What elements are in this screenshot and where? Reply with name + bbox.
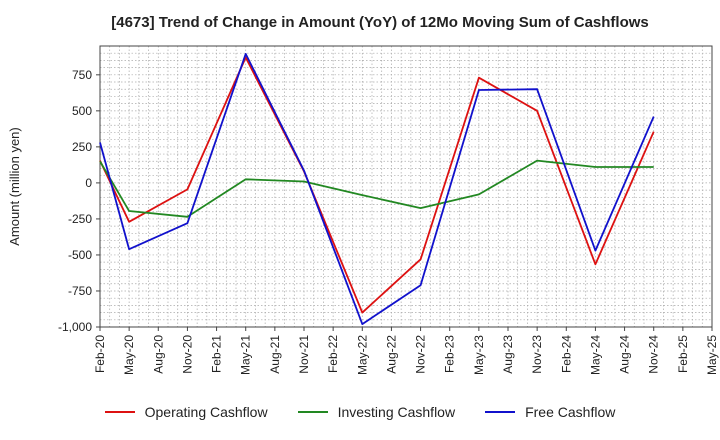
y-tick-label: -1,000 bbox=[58, 320, 92, 334]
x-tick-label: May-25 bbox=[705, 335, 719, 375]
x-tick-label: Feb-20 bbox=[93, 335, 107, 373]
plot-frame bbox=[99, 45, 713, 328]
x-tick-label: May-21 bbox=[239, 335, 253, 375]
series-line-free-cashflow bbox=[99, 53, 655, 326]
x-tick-label: Feb-22 bbox=[326, 335, 340, 373]
x-tick-label: Aug-23 bbox=[501, 335, 515, 374]
x-tick-label: Nov-21 bbox=[297, 335, 311, 374]
legend-swatch bbox=[485, 411, 516, 413]
x-tick-label: May-24 bbox=[588, 335, 602, 375]
x-tick-label: May-20 bbox=[122, 335, 136, 375]
legend-item-investing-cashflow: Investing Cashflow bbox=[297, 404, 456, 420]
x-tick-label: Aug-22 bbox=[384, 335, 398, 374]
x-tick-label: Nov-20 bbox=[180, 335, 194, 374]
legend: Operating Cashflow Investing Cashflow Free… bbox=[0, 404, 720, 420]
x-tick-label: Feb-21 bbox=[210, 335, 224, 373]
y-tick-label: 500 bbox=[72, 104, 92, 118]
legend-item-free-cashflow: Free Cashflow bbox=[485, 404, 615, 420]
y-tick-label: -500 bbox=[68, 248, 92, 262]
y-tick-label: 750 bbox=[72, 68, 92, 82]
x-tick-label: Feb-23 bbox=[443, 335, 457, 373]
y-axis-label: Amount (million yen) bbox=[7, 127, 22, 246]
x-tick-label: Nov-23 bbox=[530, 335, 544, 374]
x-tick-label: Aug-24 bbox=[618, 335, 632, 374]
y-tick-label: -750 bbox=[68, 284, 92, 298]
y-tick-label: 250 bbox=[72, 140, 92, 154]
y-tick-label: -250 bbox=[68, 212, 92, 226]
x-tick-label: Aug-21 bbox=[268, 335, 282, 374]
legend-label: Investing Cashflow bbox=[337, 404, 456, 420]
x-tick-label: Aug-20 bbox=[151, 335, 165, 374]
chart-title: [4673] Trend of Change in Amount (YoY) o… bbox=[111, 14, 649, 31]
legend-item-operating-cashflow: Operating Cashflow bbox=[104, 404, 268, 420]
x-tick-label: Feb-25 bbox=[676, 335, 690, 373]
series-line-investing-cashflow bbox=[99, 159, 654, 218]
x-tick-label: Nov-24 bbox=[647, 335, 661, 374]
x-tick-label: May-23 bbox=[472, 335, 486, 375]
legend-swatch bbox=[297, 411, 328, 413]
x-tick-label: Nov-22 bbox=[414, 335, 428, 374]
y-tick-label: 0 bbox=[85, 176, 92, 190]
legend-label: Free Cashflow bbox=[525, 404, 616, 420]
series-line-operating-cashflow bbox=[99, 56, 655, 314]
legend-label: Operating Cashflow bbox=[144, 404, 268, 420]
x-tick-label: Feb-24 bbox=[559, 335, 573, 373]
legend-swatch bbox=[104, 411, 135, 413]
x-tick-label: May-22 bbox=[355, 335, 369, 375]
